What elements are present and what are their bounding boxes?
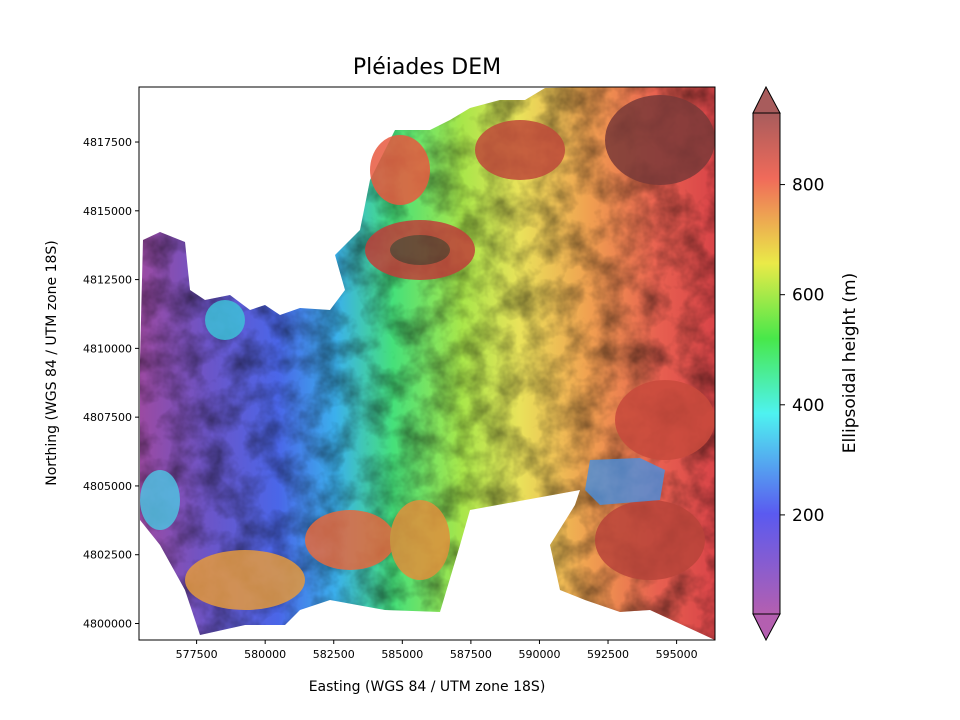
colorbar-label: Ellipsoidal height (m) [840,273,860,453]
mountain-ridges [140,95,715,610]
lake [585,458,665,505]
y-tick-label: 4812500 [83,274,132,287]
dem-surface [140,87,715,640]
colorbar-tick-label: 600 [792,286,824,306]
y-tick-label: 4800000 [83,617,132,630]
x-tick-label: 587500 [450,648,492,661]
y-tick-label: 4807500 [83,411,132,424]
y-axis-label: Northing (WGS 84 / UTM zone 18S) [44,240,60,486]
colorbar-tick-label: 800 [792,176,824,196]
colorbar-extend-top [752,85,781,114]
x-tick-label: 582500 [313,648,355,661]
chart-title: Pléiades DEM [353,55,501,80]
colorbar-tick-label: 200 [792,506,824,526]
y-tick-label: 4817500 [83,136,132,149]
x-axis-ticks: 577500 580000 582500 585000 587500 590000 5925… [176,640,698,661]
x-tick-label: 580000 [244,648,286,661]
x-tick-label: 592500 [587,648,629,661]
x-tick-label: 595000 [656,648,698,661]
x-tick-label: 590000 [518,648,560,661]
y-tick-label: 4810000 [83,342,132,355]
y-tick-label: 4805000 [83,480,132,493]
x-tick-label: 577500 [176,648,218,661]
colorbar-ticks: 200 400 600 800 [780,176,824,526]
x-axis-label: Easting (WGS 84 / UTM zone 18S) [309,679,546,695]
y-tick-label: 4815000 [83,205,132,218]
plot-frame [138,86,716,641]
colorbar: 200 400 600 800 Ellipsoidal height (m) [752,85,860,642]
y-tick-label: 4802500 [83,549,132,562]
dem-shading [140,87,715,640]
colorbar-body [752,112,781,615]
colorbar-extend-bottom [752,613,781,642]
y-axis-ticks: 4800000 4802500 4805000 4807500 4810000 48125… [83,136,139,630]
colorbar-tick-label: 400 [792,396,824,416]
x-tick-label: 585000 [381,648,423,661]
